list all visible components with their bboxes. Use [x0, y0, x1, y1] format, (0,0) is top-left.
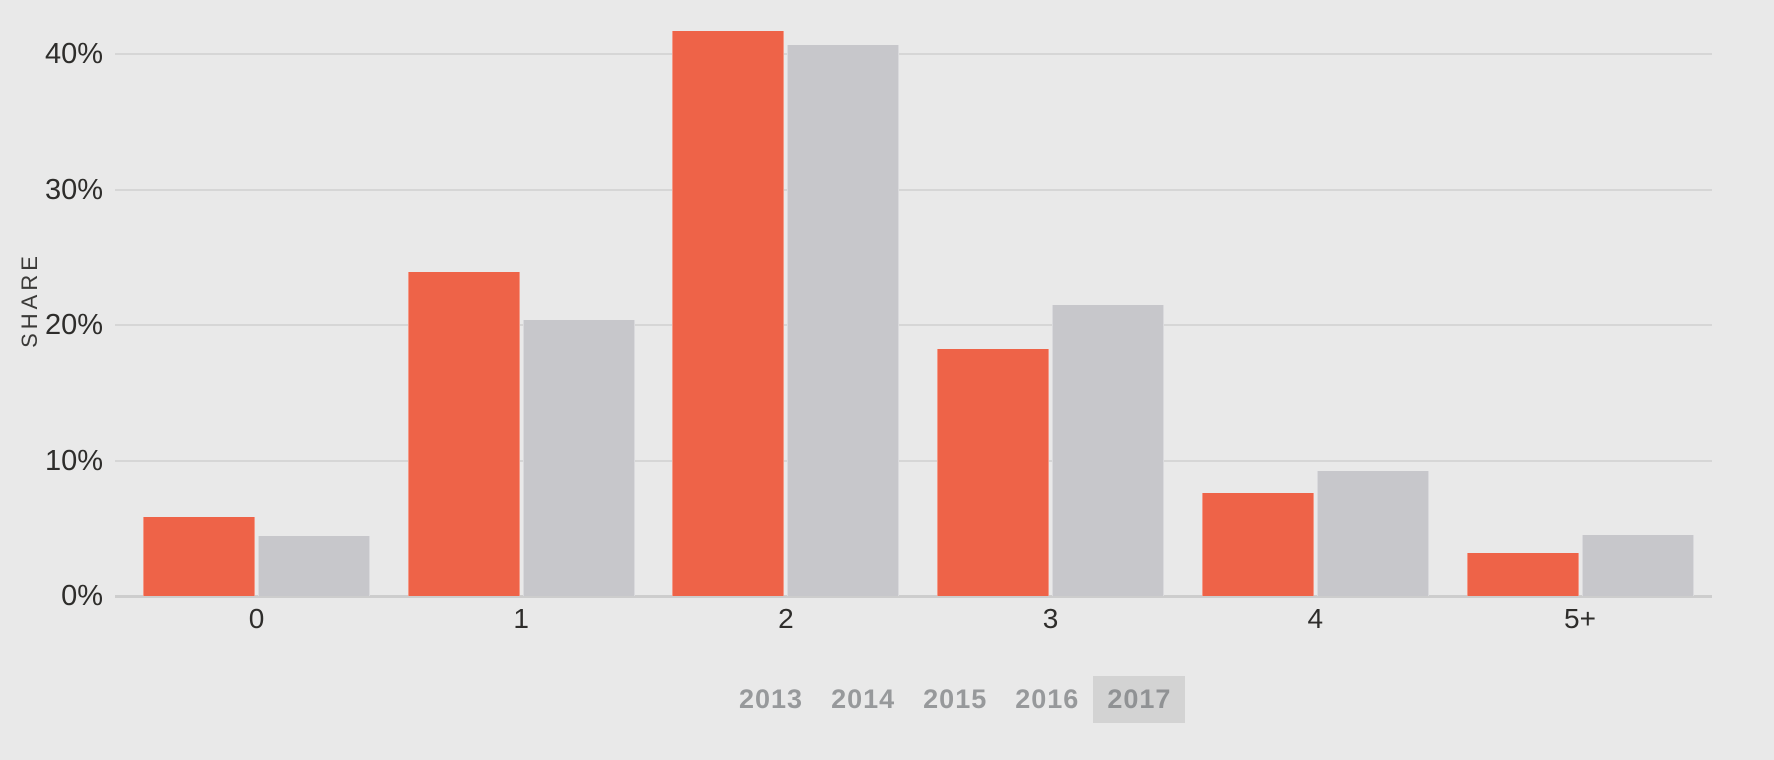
x-tick-label-3: 3 [1042, 603, 1059, 634]
x-tick-label-1: 1 [513, 603, 529, 634]
bar-series-gray-0 [258, 536, 370, 596]
gridline-30% [115, 188, 1712, 191]
y-tick-label: 30% [44, 173, 103, 206]
y-tick-label: 10% [44, 444, 103, 477]
bar-series-orange-0 [143, 517, 255, 596]
bar-group-5+ [1466, 535, 1694, 596]
year-tab-2013[interactable]: 2013 [739, 684, 804, 714]
bar-group-0 [143, 517, 370, 596]
bar-series-orange-3 [937, 349, 1050, 596]
bar-series-gray-1 [522, 319, 635, 596]
x-tick-label-0: 0 [248, 603, 265, 634]
bar-series-gray-4 [1316, 471, 1429, 596]
bar-group-2 [672, 30, 900, 596]
gridline-40% [115, 53, 1712, 55]
year-tab-2016[interactable]: 2016 [1015, 684, 1080, 714]
year-tab-2017[interactable]: 2017 [1093, 676, 1186, 723]
bar-group-1 [407, 272, 635, 596]
year-tab-2015[interactable]: 2015 [923, 684, 988, 714]
plot-area [115, 0, 1712, 598]
gridline-10% [115, 459, 1712, 462]
bar-series-orange-4 [1201, 493, 1314, 596]
bar-group-4 [1201, 471, 1429, 596]
bar-series-gray-2 [787, 44, 900, 596]
bar-series-gray-5+ [1581, 535, 1694, 596]
bar-series-orange-5+ [1466, 552, 1579, 596]
year-selector: 2013 2014 2015 2016 2017 [725, 676, 1186, 723]
gridline-20% [115, 324, 1712, 326]
bar-group-3 [937, 304, 1165, 596]
gridline-0% [115, 595, 1712, 598]
year-tab-2014[interactable]: 2014 [831, 684, 896, 714]
y-tick-label: 40% [44, 38, 103, 70]
y-tick-label: 20% [44, 309, 103, 341]
x-tick-label-4: 4 [1307, 603, 1324, 634]
bar-series-gray-3 [1052, 304, 1165, 596]
bar-series-orange-2 [672, 30, 785, 596]
bar-series-orange-1 [407, 272, 520, 596]
x-tick-label-5+: 5+ [1564, 603, 1596, 634]
y-tick-label: 0% [61, 580, 103, 612]
x-tick-label-2: 2 [778, 603, 794, 634]
